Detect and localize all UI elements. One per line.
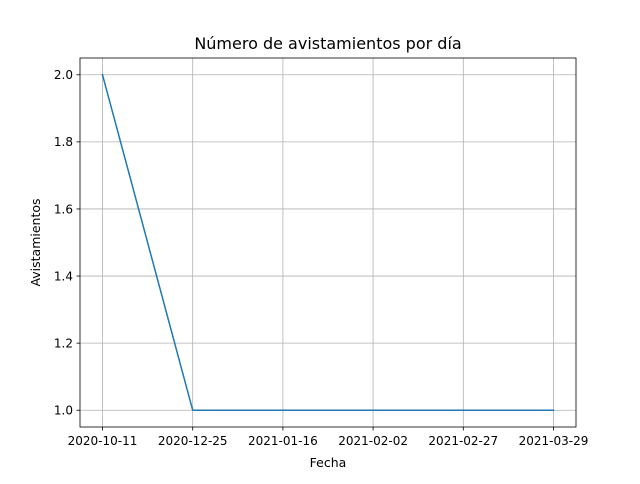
y-tick-label: 1.2 — [54, 336, 73, 350]
chart-title: Número de avistamientos por día — [194, 34, 461, 53]
x-tick-label: 2021-02-27 — [428, 434, 498, 448]
x-axis-label: Fecha — [310, 455, 347, 470]
y-tick-label: 1.8 — [54, 135, 73, 149]
x-tick-label: 2021-01-16 — [248, 434, 318, 448]
series-layer — [101, 73, 555, 411]
x-tick-label: 2020-10-11 — [68, 434, 138, 448]
y-tick-label: 1.4 — [54, 269, 73, 283]
y-axis-label: Avistamientos — [28, 198, 43, 286]
plot-frame — [79, 57, 577, 428]
grid — [80, 58, 576, 427]
y-tick-label: 1.6 — [54, 202, 73, 216]
x-tick-label: 2021-03-29 — [519, 434, 589, 448]
x-tick-label: 2021-02-02 — [338, 434, 408, 448]
series-line — [101, 73, 555, 411]
y-tick-label: 2.0 — [54, 68, 73, 82]
axis-ticks: 2020-10-11 2020-12-25 2021-01-16 2021-02-02… — [54, 68, 588, 448]
y-tick-label: 1.0 — [54, 404, 73, 418]
x-tick-label: 2020-12-25 — [158, 434, 228, 448]
